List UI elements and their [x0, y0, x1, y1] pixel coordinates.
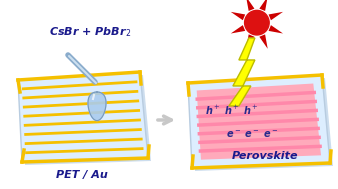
Polygon shape: [229, 38, 255, 106]
Polygon shape: [246, 34, 255, 49]
Text: CsBr + PbBr$_2$: CsBr + PbBr$_2$: [49, 25, 131, 39]
Polygon shape: [269, 25, 283, 33]
Polygon shape: [197, 84, 321, 160]
Polygon shape: [231, 25, 245, 33]
Polygon shape: [21, 75, 151, 165]
Polygon shape: [246, 0, 255, 11]
Text: PET / Au: PET / Au: [56, 170, 108, 180]
Polygon shape: [191, 78, 333, 171]
Polygon shape: [269, 12, 283, 20]
Polygon shape: [259, 0, 268, 11]
Circle shape: [245, 10, 269, 35]
Polygon shape: [231, 12, 245, 20]
Polygon shape: [259, 34, 268, 49]
Text: e$^-$ e$^-$ e$^-$: e$^-$ e$^-$ e$^-$: [226, 129, 278, 140]
Polygon shape: [88, 92, 106, 121]
Text: Perovskite: Perovskite: [232, 151, 298, 161]
Polygon shape: [18, 72, 148, 162]
Text: h$^+$ h$^+$ h$^+$: h$^+$ h$^+$ h$^+$: [205, 103, 259, 117]
Polygon shape: [188, 75, 330, 168]
